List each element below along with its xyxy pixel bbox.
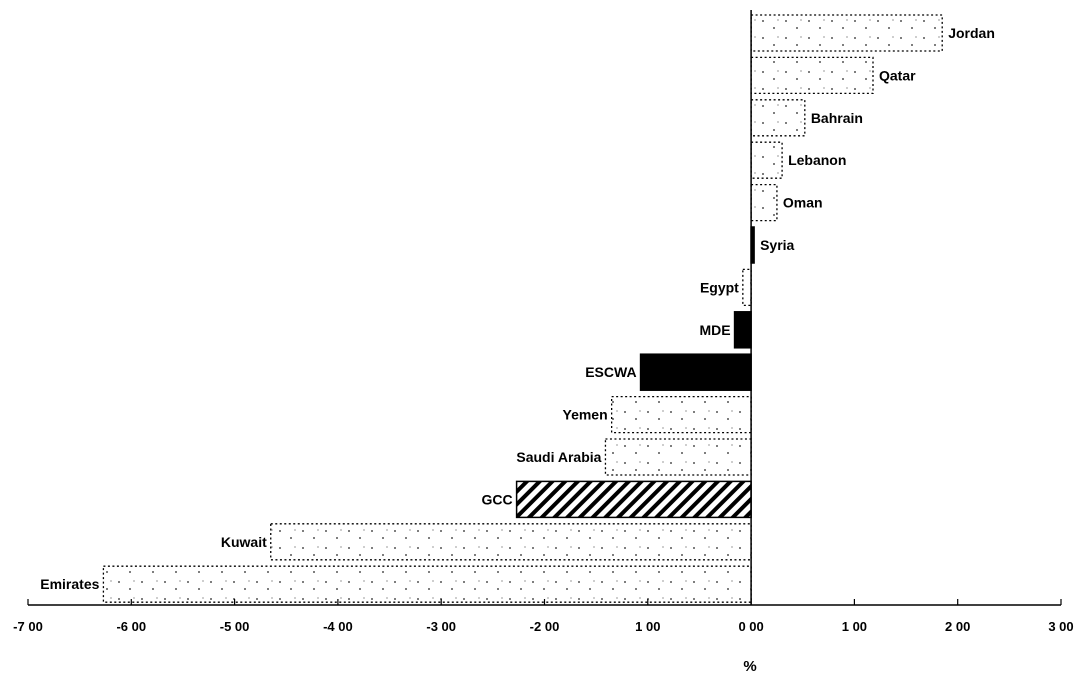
x-tick-label: 2 00 [945,619,970,634]
x-tick-label: 0 00 [738,619,763,634]
category-label-qatar: Qatar [879,67,916,83]
x-axis: -7 00 -6 00 -5 00 -4 00 -3 00 -2 00 1 00 0 00 1 … [13,10,1074,634]
bar-oman [750,183,778,222]
category-label-saudi-arabia: Saudi Arabia [516,449,601,465]
category-label-gcc: GCC [481,491,512,507]
category-label-jordan: Jordan [948,25,995,41]
bar-gcc [515,480,752,519]
x-tick-label: -6 00 [116,619,146,634]
category-label-emirates: Emirates [40,576,99,592]
category-labels: Jordan Qatar Bahrain Lebanon Oman Syria Egypt M… [40,25,995,592]
category-label-mde: MDE [699,322,730,338]
bar-yemen [610,395,752,434]
bar-mde [733,311,752,349]
category-label-escwa: ESCWA [585,364,636,380]
x-axis-title: % [743,658,756,675]
category-label-kuwait: Kuwait [221,534,267,550]
bar-lebanon [750,141,783,179]
x-tick-label: -7 00 [13,619,43,634]
bar-escwa [639,353,752,391]
x-tick-label: 1 00 [842,619,867,634]
x-tick-label: -5 00 [220,619,250,634]
x-tick-label: -3 00 [426,619,456,634]
bar-emirates [102,565,752,603]
bar-egypt [742,268,752,307]
bar-saudi-arabia [604,438,752,476]
category-label-egypt: Egypt [700,279,739,295]
category-label-syria: Syria [760,237,794,253]
bar-bahrain [750,99,806,137]
bars-layer [102,14,943,603]
category-label-lebanon: Lebanon [788,152,846,168]
bar-jordan [750,14,943,52]
category-label-oman: Oman [783,195,823,211]
x-tick-label: -2 00 [530,619,560,634]
x-tick-label: -4 00 [323,619,353,634]
bar-qatar [750,56,874,95]
x-tick-label: 3 00 [1048,619,1073,634]
x-tick-label: 1 00 [635,619,660,634]
category-label-yemen: Yemen [563,407,608,423]
category-label-bahrain: Bahrain [811,110,863,126]
bar-kuwait [270,523,752,561]
